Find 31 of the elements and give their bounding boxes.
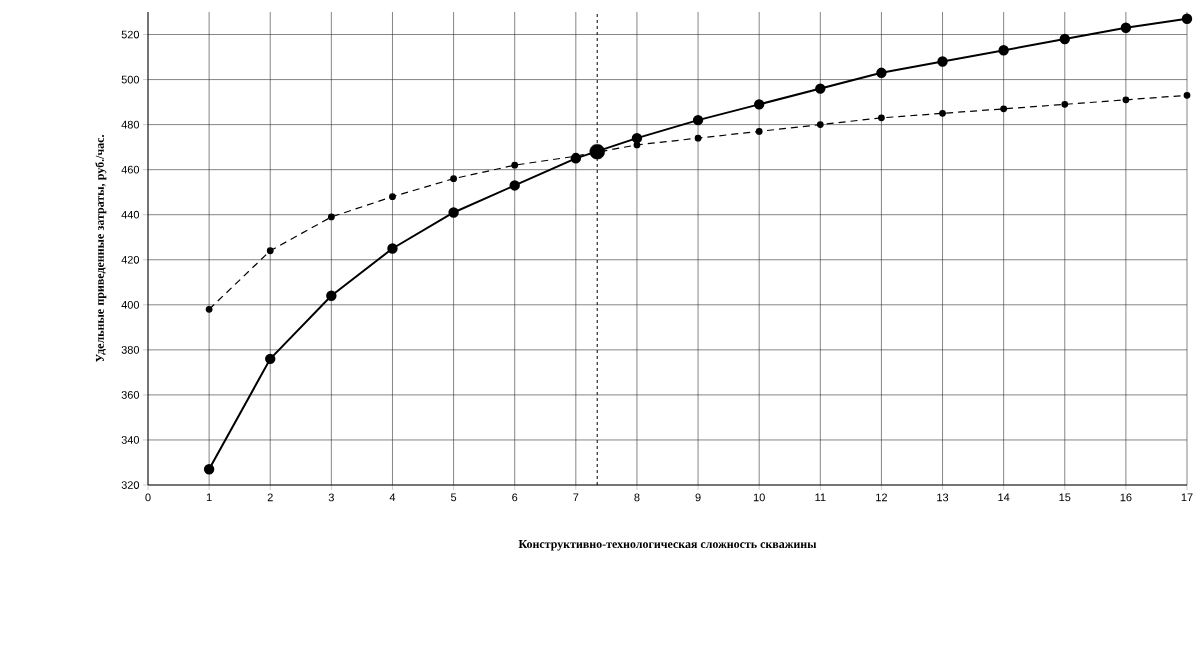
x-tick-label: 1 [206, 493, 212, 502]
y-tick-label: 480 [121, 120, 140, 129]
x-tick-label: 3 [328, 493, 334, 502]
x-tick-label: 17 [1181, 493, 1193, 502]
x-tick-label: 9 [695, 493, 701, 502]
x-tick-label: 11 [815, 493, 826, 502]
x-tick-label: 10 [753, 493, 765, 502]
y-tick-label: 400 [121, 300, 140, 309]
x-tick-label: 16 [1120, 493, 1132, 502]
x-tick-label: 13 [937, 493, 949, 502]
y-tick-label: 420 [121, 255, 140, 264]
y-tick-label: 360 [121, 391, 140, 399]
x-tick-label: 2 [267, 493, 273, 502]
y-tick-label: 520 [121, 30, 140, 39]
x-tick-label: 14 [998, 493, 1010, 502]
y-tick-label: 320 [121, 481, 140, 489]
x-tick-label: 4 [389, 493, 396, 502]
x-tick-label: 6 [512, 493, 518, 502]
y-tick-label: 500 [121, 75, 140, 84]
x-axis-title: Конструктивно-технологическая сложность скважины [518, 540, 817, 551]
x-tick-label: 0 [145, 493, 151, 502]
x-tick-label: 12 [876, 493, 887, 502]
y-tick-label: 340 [121, 436, 140, 444]
y-tick-label: 440 [121, 210, 140, 219]
y-tick-label: 460 [121, 165, 140, 174]
y-axis-title: Удельные приведенные затраты, руб./час. [95, 135, 107, 363]
x-tick-label: 5 [450, 493, 457, 502]
y-tick-label: 380 [121, 345, 140, 354]
x-tick-label: 7 [573, 493, 579, 502]
x-tick-label: 15 [1059, 493, 1071, 502]
x-tick-label: 8 [634, 493, 640, 502]
